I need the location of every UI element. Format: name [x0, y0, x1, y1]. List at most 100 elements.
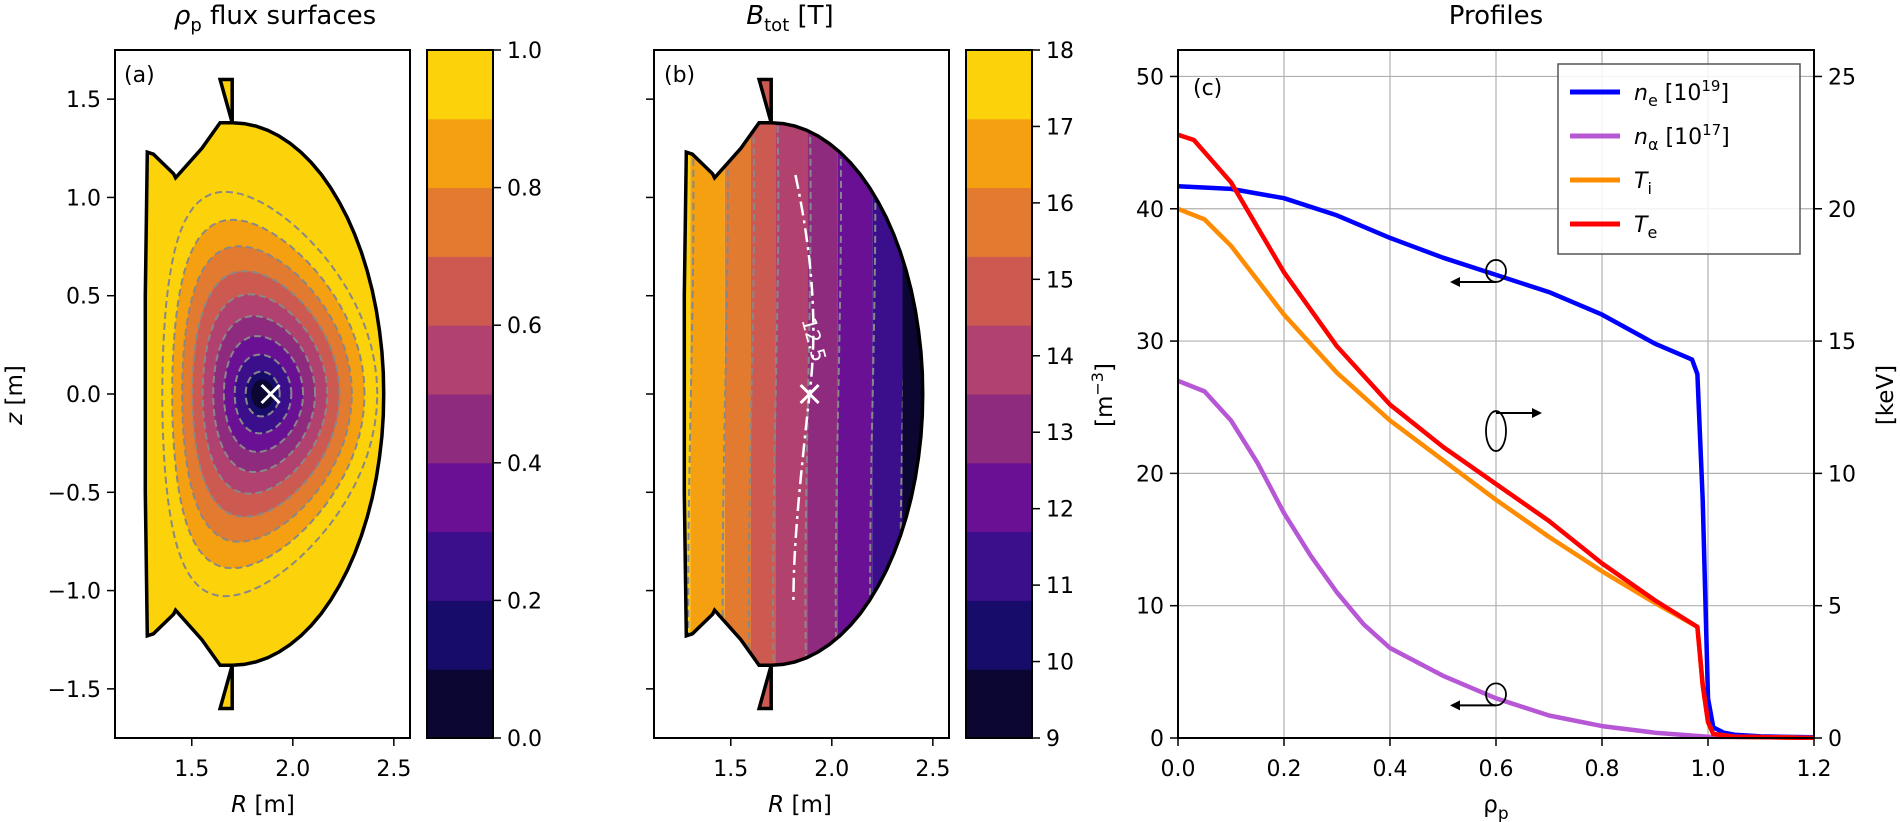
legend-label-subscript: i	[1647, 179, 1651, 198]
panel-a-xtick-label: 2.5	[376, 757, 411, 782]
panel-b-fill-group	[684, 79, 923, 709]
panel-b-title: Btot [T]	[746, 1, 833, 36]
panel-a-colorbar-swatch	[427, 325, 493, 395]
panel-b-xtick-label: 2.5	[915, 757, 950, 782]
flux-band-0	[251, 379, 274, 409]
legend-label-1: nα [1017]	[1634, 121, 1730, 154]
annotation-ellipse	[1485, 410, 1507, 452]
field-band-5	[807, 79, 838, 709]
legend-label-0: ne [1019]	[1634, 77, 1729, 110]
legend-label-subscript: α	[1648, 135, 1659, 154]
panel-a-colorbar: 0.0 0.2 0.4 0.6 0.8 1.0	[426, 39, 542, 752]
panel-b-colorbar-tick-label: 14	[1046, 345, 1074, 370]
series-line-1	[1178, 378, 1814, 740]
flux-contour-8	[171, 218, 366, 570]
panel-a-title: ρp flux surfaces	[174, 1, 376, 36]
field-band-1	[690, 79, 725, 709]
flux-contour-3	[222, 335, 305, 453]
panel-c-title: Profiles	[1449, 1, 1543, 31]
panel-b-colorbar-tick-label: 17	[1046, 115, 1074, 140]
flux-contour-4	[212, 314, 317, 474]
panel-a-colorbar-swatch	[427, 118, 493, 189]
panel-b-plot: 12.5	[682, 77, 925, 711]
panel-b-colorbar: 9 10 11 12 13 14 15 16 17 18	[965, 39, 1074, 752]
panel-a: ρp flux surfaces (a) 1.5 2.0 2.5 −1.5 −1.0 −0…	[2, 1, 542, 818]
legend-label-3: Te	[1634, 213, 1657, 242]
legend-label-close: ]	[1721, 125, 1730, 150]
field-band-4	[775, 79, 808, 709]
panel-c-ytick-right-label: 15	[1828, 330, 1856, 355]
panel-a-ytick-label: 0.5	[66, 285, 101, 310]
panel-a-colorbar-swatch	[427, 50, 493, 120]
panel-a-colorbar-frame	[426, 49, 494, 739]
panel-b-colorbar-frame	[965, 49, 1033, 739]
panel-c-xtick-label: 1.0	[1691, 757, 1726, 782]
panel-a-ytick-label: −0.5	[48, 481, 101, 506]
panel-b-colorbar-tick-label: 13	[1046, 421, 1074, 446]
panel-b-axis-marker	[799, 383, 820, 405]
legend-label-unit: [10	[1659, 125, 1703, 150]
series-line-3	[1178, 132, 1814, 740]
panel-a-colorbar-swatch	[427, 394, 493, 464]
panel-a-colorbar-tick-label: 0.8	[507, 177, 542, 202]
legend-label-symbol: n	[1634, 125, 1648, 150]
legend-label-subscript: e	[1648, 91, 1658, 110]
annotation-arrowhead	[1532, 408, 1542, 419]
panel-c-axes: 0.0 0.2 0.4 0.6 0.8 1.0 1.2 0 10 20 30 40 50 0 5 10 15 20…	[1136, 65, 1856, 782]
series-line-0	[1178, 184, 1814, 740]
panel-b-colorbar-tick-label: 10	[1046, 651, 1074, 676]
legend-label-2: Ti	[1634, 169, 1652, 198]
panel-b-colorbar-tick-label: 9	[1046, 727, 1060, 752]
panel-a-xtick-label: 1.5	[174, 757, 209, 782]
flux-contour-6	[191, 270, 341, 518]
panel-b-colorbar-swatch	[966, 669, 1032, 739]
panel-b-colorbar-swatch	[966, 325, 1032, 395]
panel-b-colorbar-swatch	[966, 600, 1032, 670]
field-band-0	[684, 79, 691, 709]
panel-c-lines	[1178, 132, 1814, 740]
panel-c-ytick-right-label: 20	[1828, 198, 1856, 223]
panel-b-label: (b)	[664, 63, 695, 88]
panel-c-ytick-left-label: 20	[1136, 462, 1164, 487]
panel-a-xtick-label: 2.0	[275, 757, 310, 782]
panel-a-colorbar-tick-label: 1.0	[507, 39, 542, 64]
panel-b-colorbar-swatch	[966, 531, 1032, 601]
panel-b-colorbar-swatch	[966, 118, 1032, 189]
panel-a-plot	[143, 77, 386, 711]
panel-c: Profiles (c) 0.0 0.2 0.4 0.6 0.8 1.0 1.2 0 10 20 3…	[1088, 1, 1899, 822]
panel-c-ytick-left-label: 30	[1136, 330, 1164, 355]
panel-a-colorbar-swatch	[427, 187, 493, 257]
panel-c-ytick-right-label: 0	[1828, 727, 1842, 752]
panel-a-xlabel: R [m]	[231, 792, 295, 818]
panel-b-colorbar-swatch	[966, 50, 1032, 120]
panel-b-xtick-label: 2.0	[814, 757, 849, 782]
panel-c-label: (c)	[1193, 76, 1222, 101]
panel-a-ytick-label: −1.5	[48, 678, 101, 703]
flux-contour-7	[181, 245, 353, 543]
panel-b-axes: 1.5 2.0 2.5	[646, 98, 950, 782]
panel-a-ytick-label: 0.0	[66, 383, 101, 408]
flux-contour-5	[201, 293, 329, 495]
panel-b-xtick-label: 1.5	[713, 757, 748, 782]
panel-a-ylabel: z [m]	[2, 365, 28, 426]
panel-b-colorbar-tick-label: 18	[1046, 39, 1074, 64]
panel-b-wall	[682, 77, 925, 711]
panel-b-colorbar-tick-label: 12	[1046, 498, 1074, 523]
panel-a-colorbar-swatch	[427, 531, 493, 601]
panel-a-fill-group	[145, 79, 384, 709]
legend-label-symbol: T	[1634, 169, 1649, 194]
legend-label-subscript: e	[1647, 223, 1657, 242]
panel-c-ylabel-right: [keV]	[1873, 365, 1899, 425]
panel-b-colorbar-swatch	[966, 394, 1032, 464]
panel-c-ytick-left-label: 0	[1150, 727, 1164, 752]
panel-a-label: (a)	[124, 63, 155, 88]
annotation-arrowhead	[1450, 700, 1460, 711]
panel-c-ytick-right-label: 10	[1828, 462, 1856, 487]
panel-a-wall	[143, 77, 386, 711]
panel-a-colorbar-swatch	[427, 256, 493, 326]
panel-b-xlabel: R [m]	[768, 792, 832, 818]
panel-b-colorbar-swatch	[966, 462, 1032, 533]
panel-a-colorbar-swatch	[427, 669, 493, 739]
